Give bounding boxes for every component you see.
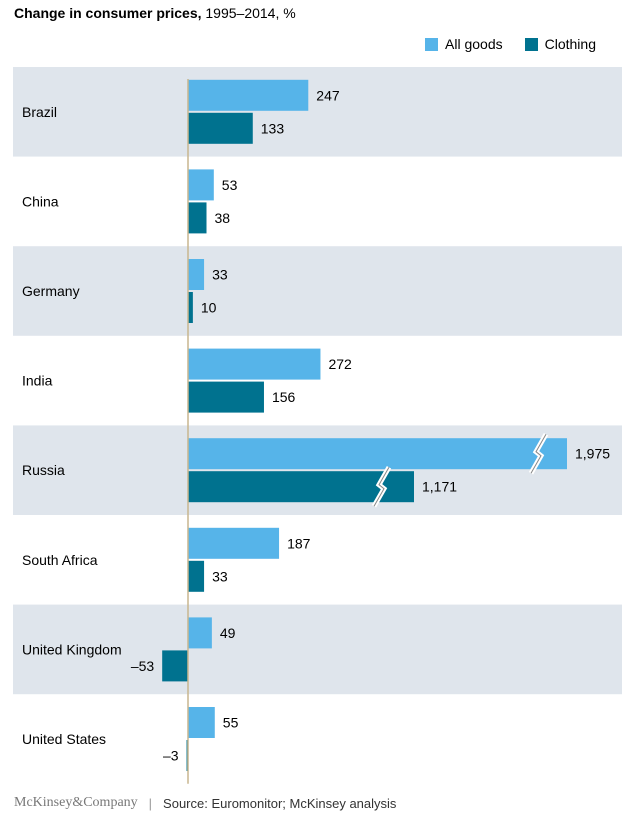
legend-item-clothing: Clothing bbox=[524, 36, 596, 52]
data-label-clothing-united-kingdom: –53 bbox=[131, 658, 155, 674]
data-label-clothing-russia: 1,171 bbox=[422, 479, 457, 495]
chart-title: Change in consumer prices, 1995–2014, % bbox=[14, 5, 296, 21]
data-label-all-goods-south-africa: 187 bbox=[287, 535, 311, 551]
bar-clothing-germany bbox=[188, 292, 193, 323]
legend-swatch-all-goods bbox=[425, 37, 439, 51]
axis-break-outline-all-goods bbox=[530, 433, 547, 474]
category-label-china: China bbox=[22, 193, 59, 209]
bar-clothing-united-kingdom bbox=[162, 650, 188, 682]
chart-title-rest: 1995–2014, % bbox=[201, 5, 296, 21]
category-label-brazil: Brazil bbox=[22, 104, 57, 120]
bar-chart: Brazil 247 133 China 53 38 Germany 33 10 India 272… bbox=[13, 67, 622, 784]
bar-all-goods-brazil bbox=[188, 79, 309, 111]
category-label-india: India bbox=[22, 373, 53, 389]
category-label-south-africa: South Africa bbox=[22, 552, 98, 568]
bar-all-goods-united-states bbox=[188, 707, 215, 738]
category-label-germany: Germany bbox=[22, 283, 80, 299]
legend-item-all-goods: All goods bbox=[425, 36, 503, 52]
brand-logo: McKinsey&Company bbox=[14, 795, 138, 810]
data-label-all-goods-india: 272 bbox=[328, 356, 352, 372]
bar-clothing-south-africa bbox=[188, 560, 205, 592]
category-label-united-kingdom: United Kingdom bbox=[22, 641, 122, 657]
band-united-kingdom bbox=[13, 604, 622, 695]
band-brazil bbox=[13, 67, 622, 157]
data-label-all-goods-united-states: 55 bbox=[223, 715, 239, 731]
data-label-all-goods-germany: 33 bbox=[212, 267, 228, 283]
data-label-all-goods-united-kingdom: 49 bbox=[220, 625, 236, 641]
data-label-clothing-united-states: –3 bbox=[163, 748, 179, 764]
bar-clothing-china bbox=[188, 202, 207, 234]
footer-separator: | bbox=[148, 795, 153, 811]
category-label-russia: Russia bbox=[22, 462, 65, 478]
bar-clothing-india bbox=[188, 381, 264, 413]
legend-swatch-clothing bbox=[524, 37, 538, 51]
data-label-all-goods-brazil: 247 bbox=[316, 87, 340, 103]
legend-label-clothing: Clothing bbox=[544, 36, 596, 52]
band-germany bbox=[13, 246, 622, 336]
bar-all-goods-china bbox=[188, 169, 214, 201]
axis-break-outline-clothing bbox=[373, 466, 390, 507]
chart-title-bold: Change in consumer prices, bbox=[14, 5, 202, 21]
legend-label-all-goods: All goods bbox=[445, 36, 503, 52]
bar-all-goods-south-africa bbox=[188, 527, 280, 559]
data-label-clothing-south-africa: 33 bbox=[212, 568, 228, 584]
bar-all-goods-germany bbox=[188, 259, 205, 290]
bar-clothing-russia bbox=[188, 471, 414, 503]
source-note: Source: Euromonitor; McKinsey analysis bbox=[163, 795, 397, 811]
data-label-clothing-brazil: 133 bbox=[261, 120, 285, 136]
legend: All goods Clothing bbox=[403, 36, 596, 52]
data-label-all-goods-china: 53 bbox=[222, 177, 238, 193]
footer: McKinsey&Company | Source: Euromonitor; … bbox=[14, 795, 396, 811]
bar-all-goods-russia bbox=[188, 438, 567, 470]
bar-all-goods-india bbox=[188, 348, 321, 380]
data-label-clothing-china: 38 bbox=[215, 210, 231, 226]
bar-clothing-brazil bbox=[188, 112, 253, 144]
category-label-united-states: United States bbox=[22, 731, 106, 747]
data-label-all-goods-russia: 1,975 bbox=[575, 446, 610, 462]
data-label-clothing-germany: 10 bbox=[201, 300, 217, 316]
data-label-clothing-india: 156 bbox=[272, 389, 296, 405]
bar-all-goods-united-kingdom bbox=[188, 617, 212, 649]
